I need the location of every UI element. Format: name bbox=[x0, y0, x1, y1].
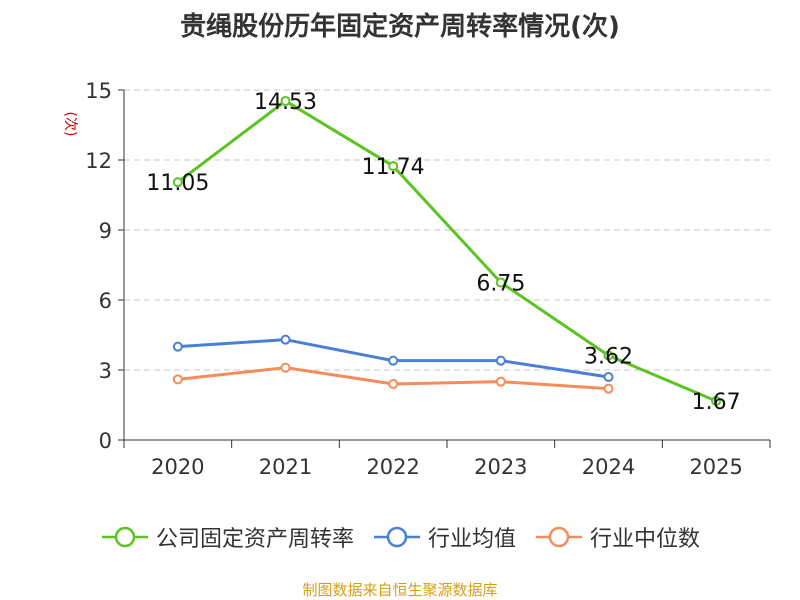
x-tick-label-2024: 2024 bbox=[582, 455, 635, 479]
data-point-industry-mean-2023 bbox=[495, 355, 506, 366]
x-tick-label-2020: 2020 bbox=[151, 455, 204, 479]
legend-label-industry-mean: 行业均值 bbox=[427, 527, 516, 552]
y-axis-label: (次) bbox=[62, 112, 78, 137]
data-point-company-2025 bbox=[711, 396, 722, 407]
data-point-company-2022 bbox=[388, 161, 399, 172]
data-point-industry-median-2021 bbox=[280, 362, 291, 373]
data-label-company-2023: 6.75 bbox=[476, 272, 525, 297]
legend-item-company[interactable]: 公司固定资产周转率 bbox=[100, 521, 354, 553]
y-tick-label-3: 3 bbox=[99, 359, 112, 383]
y-tick-label-15: 15 bbox=[85, 79, 112, 103]
x-tick-label-2022: 2022 bbox=[366, 455, 419, 479]
data-point-industry-mean-2021 bbox=[280, 334, 291, 345]
data-point-company-2021 bbox=[280, 95, 291, 106]
data-point-industry-median-2024 bbox=[603, 383, 614, 394]
chart-legend: 公司固定资产周转率 行业均值 行业中位数 bbox=[0, 520, 800, 554]
data-label-company-2024: 3.62 bbox=[584, 345, 633, 370]
legend-label-company: 公司固定资产周转率 bbox=[155, 527, 354, 552]
data-point-company-2024 bbox=[603, 350, 614, 361]
data-point-company-2023 bbox=[495, 277, 506, 288]
legend-label-industry-median: 行业中位数 bbox=[590, 527, 701, 552]
data-point-company-2020 bbox=[172, 177, 183, 188]
series-line-company bbox=[176, 99, 717, 403]
y-tick-label-0: 0 bbox=[99, 429, 112, 453]
data-point-industry-mean-2022 bbox=[388, 355, 399, 366]
x-tick-label-2021: 2021 bbox=[259, 455, 312, 479]
legend-circle-industry-mean bbox=[386, 526, 408, 548]
legend-marker-industry-mean bbox=[373, 526, 420, 548]
data-point-industry-median-2022 bbox=[388, 379, 399, 389]
y-tick-label-12: 12 bbox=[85, 149, 112, 173]
legend-item-industry-median[interactable]: 行业中位数 bbox=[534, 521, 700, 553]
legend-circle-industry-median bbox=[548, 526, 570, 548]
data-label-company-2022: 11.74 bbox=[362, 155, 425, 180]
legend-circle-company bbox=[114, 526, 136, 548]
data-label-company-2020: 11.05 bbox=[146, 171, 209, 196]
y-tick-label-6: 6 bbox=[99, 289, 112, 313]
legend-marker-industry-median bbox=[536, 526, 582, 548]
data-point-industry-mean-2024 bbox=[603, 372, 614, 382]
y-tick-label-9: 9 bbox=[99, 219, 112, 243]
data-point-industry-mean-2020 bbox=[172, 341, 183, 352]
data-point-industry-median-2023 bbox=[495, 376, 506, 387]
x-tick-label-2025: 2025 bbox=[689, 455, 742, 479]
data-label-company-2025: 1.67 bbox=[692, 390, 741, 415]
data-source-note: 制图数据来自恒生聚源数据库 bbox=[302, 581, 498, 599]
data-point-industry-median-2020 bbox=[172, 374, 183, 385]
chart-title: 贵绳股份历年固定资产周转率情况(次) bbox=[180, 12, 620, 42]
x-tick-label-2023: 2023 bbox=[474, 455, 527, 479]
legend-item-industry-mean[interactable]: 行业均值 bbox=[372, 521, 516, 553]
data-label-company-2021: 14.53 bbox=[254, 90, 317, 115]
legend-marker-company bbox=[101, 526, 148, 548]
